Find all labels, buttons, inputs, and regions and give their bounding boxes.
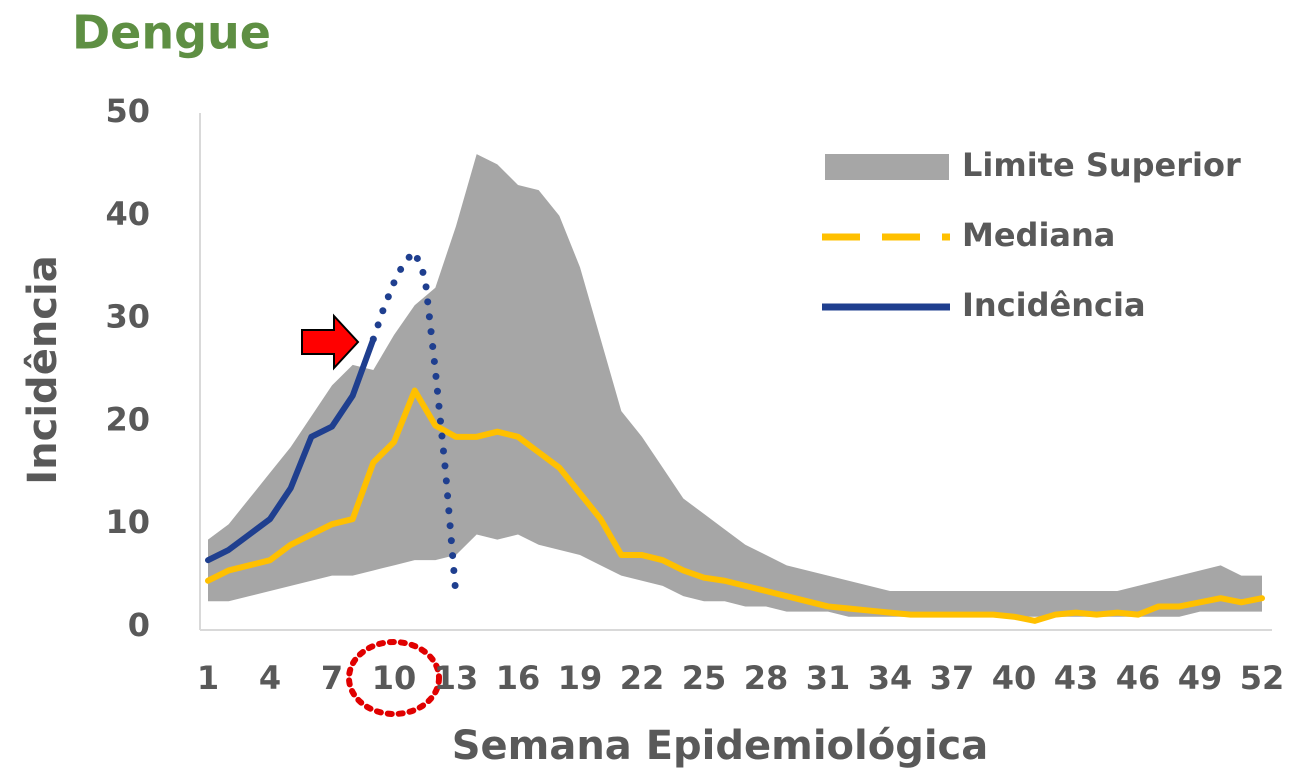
x-axis-label: Semana Epidemiológica <box>452 723 989 769</box>
y-tick-label: 50 <box>105 92 150 130</box>
legend-label: Limite Superior <box>962 146 1241 184</box>
x-tick-label: 37 <box>930 659 975 697</box>
chart-title: Dengue <box>72 6 271 60</box>
y-tick-label: 10 <box>105 503 150 541</box>
line <box>369 248 460 600</box>
y-tick-label: 0 <box>128 606 150 644</box>
x-tick-label: 46 <box>1116 659 1161 697</box>
x-tick-label: 43 <box>1054 659 1099 697</box>
y-axis-label: Incidência <box>20 255 66 484</box>
plot-area <box>205 154 1265 624</box>
x-tick-label: 22 <box>620 659 665 697</box>
legend-label: Incidência <box>962 286 1146 324</box>
x-tick-label: 40 <box>992 659 1037 697</box>
legend-swatch <box>825 154 949 180</box>
y-tick-label: 20 <box>105 400 150 438</box>
x-tick-label: 34 <box>868 659 913 697</box>
band-area <box>208 154 1262 617</box>
x-tick-label: 31 <box>806 659 851 697</box>
x-tick-label: 49 <box>1178 659 1223 697</box>
x-tick-label: 16 <box>496 659 541 697</box>
highlight-circle <box>346 639 442 717</box>
line <box>205 336 377 564</box>
x-tick-label: 13 <box>434 659 479 697</box>
x-tick-label: 7 <box>321 659 343 697</box>
line <box>205 387 1265 624</box>
y-tick-label: 30 <box>105 298 150 336</box>
y-tick-label: 40 <box>105 195 150 233</box>
x-tick-label: 4 <box>259 659 281 697</box>
x-tick-label: 1 <box>197 659 219 697</box>
arrow-annotation <box>301 313 360 371</box>
legend-label: Mediana <box>962 216 1115 254</box>
x-tick-label: 52 <box>1240 659 1285 697</box>
x-tick-label: 10 <box>372 659 417 697</box>
x-tick-label: 25 <box>682 659 727 697</box>
x-tick-label: 19 <box>558 659 603 697</box>
x-tick-label: 28 <box>744 659 789 697</box>
